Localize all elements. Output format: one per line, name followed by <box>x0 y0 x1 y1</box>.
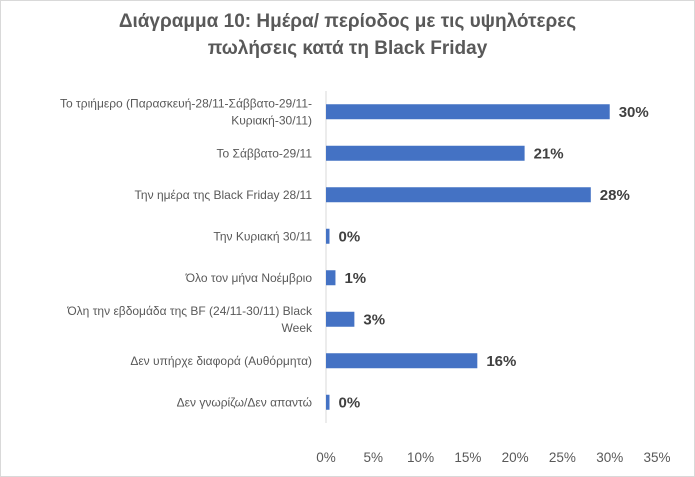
x-tick-label-2: 10% <box>407 450 434 465</box>
x-tick-label-5: 25% <box>549 450 576 465</box>
category-label-6-0: Δεν υπήρχε διαφορά (Αυθόρμητα) <box>130 354 312 368</box>
bar-4 <box>326 270 336 286</box>
data-label-5: 3% <box>363 311 385 328</box>
x-tick-label-6: 30% <box>596 450 623 465</box>
category-label-4-0: Όλο τον μήνα Νοέμβριο <box>185 271 313 285</box>
chart-title: Διάγραμμα 10: Ημέρα/ περίοδος με τις υψη… <box>0 8 695 62</box>
bar-2 <box>326 187 591 203</box>
data-label-2: 28% <box>600 187 630 204</box>
bar-7 <box>326 394 330 410</box>
chart-title-line-2: πωλήσεις κατά τη Black Friday <box>207 38 488 59</box>
x-tick-label-0: 0% <box>316 450 336 465</box>
category-label-7-0: Δεν γνωρίζω/Δεν απαντώ <box>177 395 312 409</box>
bar-0 <box>326 104 610 120</box>
data-label-6: 16% <box>486 353 516 370</box>
x-tick-label-4: 20% <box>502 450 529 465</box>
category-label-0-1: Κυριακή-30/11) <box>231 113 312 127</box>
bar-5 <box>326 311 355 327</box>
category-label-1-0: Το Σάββατο-29/11 <box>217 146 313 160</box>
bar-6 <box>326 353 478 369</box>
x-tick-label-7: 35% <box>643 450 670 465</box>
chart-title-line-1: Διάγραμμα 10: Ημέρα/ περίοδος με τις υψη… <box>118 11 577 32</box>
data-label-3: 0% <box>339 228 361 245</box>
data-label-4: 1% <box>344 270 366 287</box>
x-tick-label-3: 15% <box>454 450 481 465</box>
data-label-0: 30% <box>619 104 649 121</box>
category-label-3-0: Την Κυριακή 30/11 <box>213 229 312 243</box>
bar-3 <box>326 228 330 244</box>
category-label-2-0: Την ημέρα της Black Friday 28/11 <box>134 188 312 202</box>
bar-1 <box>326 145 525 161</box>
data-label-1: 21% <box>534 145 564 162</box>
x-tick-label-1: 5% <box>364 450 384 465</box>
category-label-5-0: Όλη την εβδομάδα της BF (24/11-30/11) Bl… <box>66 304 313 318</box>
data-label-7: 0% <box>339 394 361 411</box>
category-label-0-0: Το τριήμερο (Παρασκευή-28/11-Σάββατο-29/… <box>60 96 312 110</box>
category-label-5-1: Week <box>282 321 313 335</box>
